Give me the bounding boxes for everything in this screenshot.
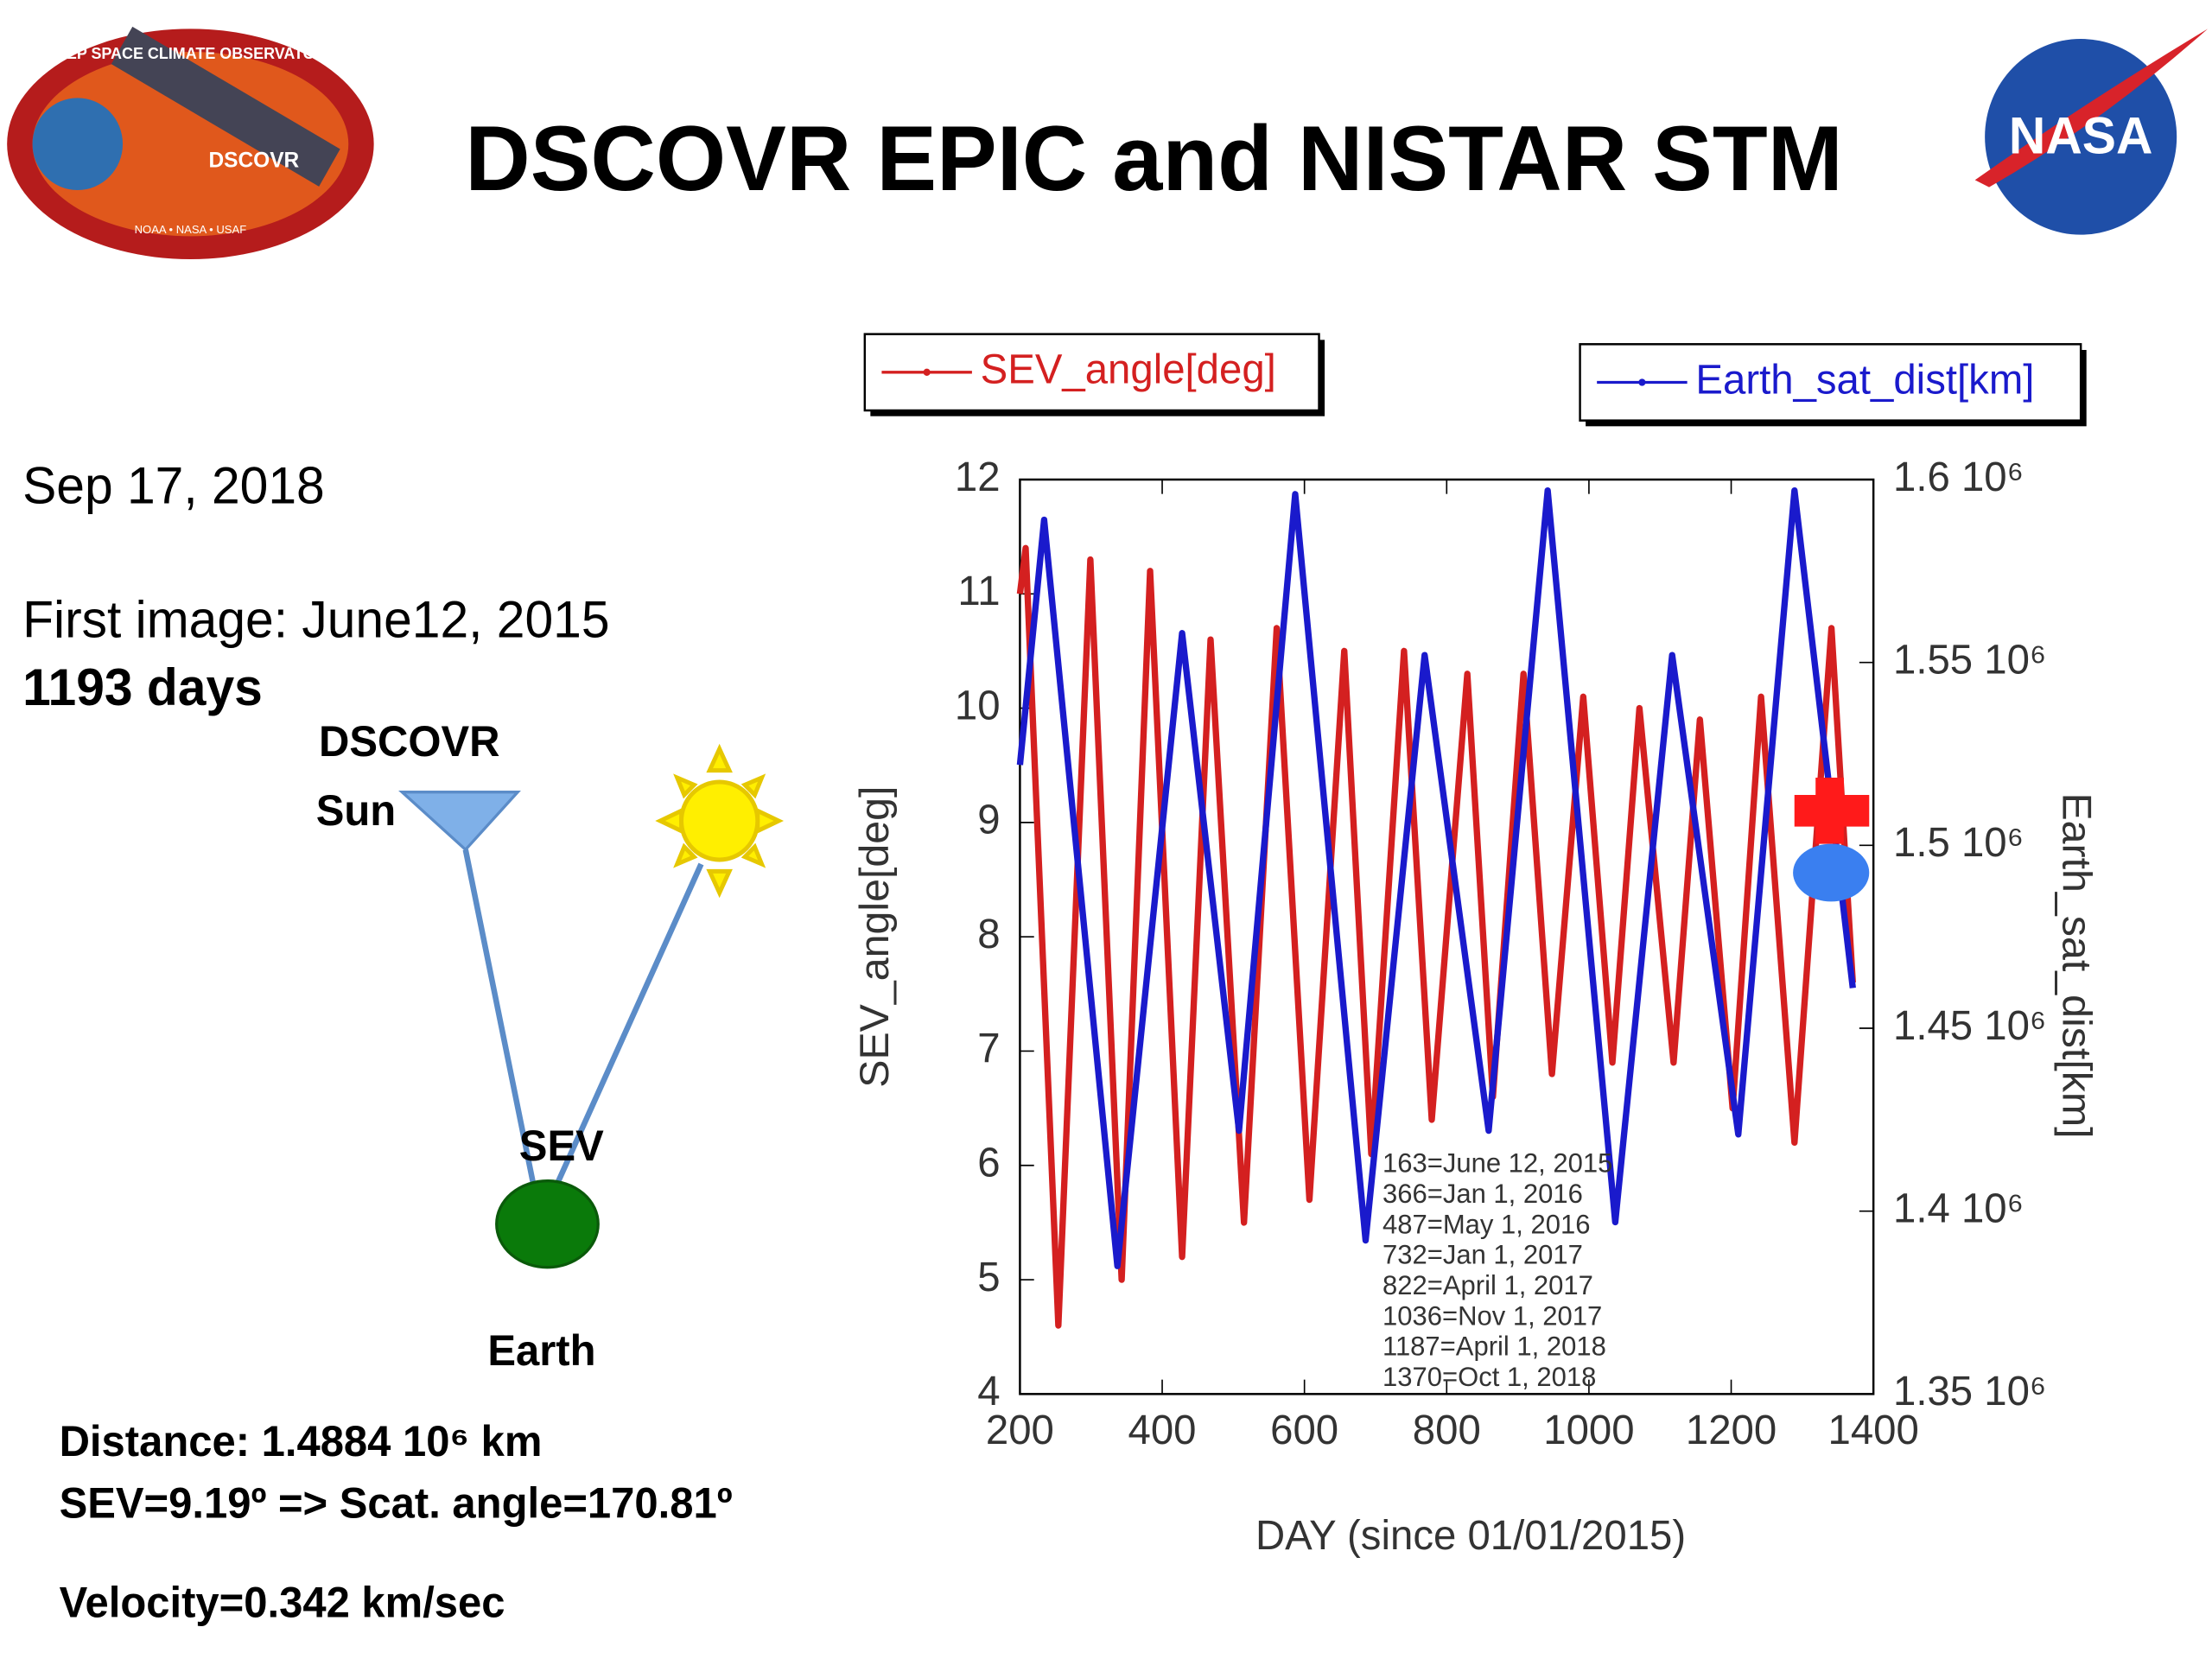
y-tick-label: 12: [955, 454, 1001, 500]
slide-title: DSCOVR EPIC and NISTAR STM: [465, 107, 1842, 210]
nasa-swoosh: [1974, 29, 2209, 188]
distance: Distance: 1.4884 10⁶ km: [60, 1417, 543, 1465]
y-tick-label: 7: [977, 1026, 1000, 1072]
sev-scat: SEV=9.19º => Scat. angle=170.81º: [60, 1479, 733, 1528]
x-tick-label: 1400: [1828, 1408, 1919, 1454]
x-tick-label: 400: [1128, 1408, 1197, 1454]
date: Sep 17, 2018: [22, 456, 325, 515]
legend-marker: [1638, 378, 1646, 386]
first-image: First image: June12, 2015: [22, 590, 609, 649]
sun-line: [554, 862, 704, 1185]
diagram-dscovr: DSCOVR: [319, 717, 500, 766]
y-tick-label: 6: [977, 1140, 1000, 1186]
y2-tick-label: 1.6 10⁶: [1893, 454, 2024, 500]
y-axis-label: SEV_angle[deg]: [852, 786, 897, 1088]
days: 1193 days: [22, 658, 263, 716]
x-tick-label: 1200: [1686, 1408, 1777, 1454]
earth-icon: [495, 1179, 600, 1269]
logo-satellite: [111, 26, 340, 187]
annotation: 822=April 1, 2017: [1382, 1270, 1593, 1300]
y-tick-label: 11: [957, 569, 1000, 615]
y2-tick-label: 1.35 10⁶: [1893, 1369, 2046, 1415]
y-tick-label: 4: [977, 1369, 1000, 1415]
nasa-logo: NASA: [1974, 29, 2209, 235]
y2-tick-label: 1.5 10⁶: [1893, 820, 2024, 867]
y-tick-label: 8: [977, 912, 1000, 958]
chart: 200 400 600 800 1000 1200 1400 4 5 6 7 8 9 10 11 12 1.35…: [852, 333, 2099, 1559]
diagram-sev: SEV: [519, 1122, 604, 1171]
sun-icon: [655, 743, 785, 899]
logo-agencies: NOAA • NASA • USAF: [135, 223, 247, 236]
annotation: 1370=Oct 1, 2018: [1382, 1362, 1596, 1392]
y-tick-label: 9: [977, 797, 1000, 843]
legend-marker: [923, 368, 931, 376]
y2-tick-label: 1.55 10⁶: [1893, 637, 2046, 683]
annotation: 1036=Nov 1, 2017: [1382, 1300, 1602, 1331]
logo-earth: [32, 98, 124, 190]
y2-tick-label: 1.4 10⁶: [1893, 1185, 2024, 1232]
y-tick-label: 5: [977, 1254, 1000, 1300]
sat-line: [462, 849, 537, 1185]
logo-ring-text: DEEP SPACE CLIMATE OBSERVATORY: [45, 45, 336, 62]
annotation: 732=Jan 1, 2017: [1382, 1239, 1583, 1269]
diagram-sun: Sun: [316, 786, 397, 835]
annotation: 487=May 1, 2016: [1382, 1209, 1590, 1239]
x-tick-label: 1000: [1543, 1408, 1634, 1454]
x-tick-label: 200: [986, 1408, 1054, 1454]
logo-name: DSCOVR: [209, 149, 300, 172]
annotation: 1187=April 1, 2018: [1382, 1331, 1606, 1361]
x-tick-label: 800: [1413, 1408, 1481, 1454]
legend-label: Earth_sat_dist[km]: [1695, 357, 2034, 404]
series-line: [1016, 486, 1856, 1269]
x-tick-label: 600: [1270, 1408, 1338, 1454]
x-axis-label: DAY (since 01/01/2015): [1255, 1512, 1686, 1559]
y2-axis-label: Earth_sat_dist[km]: [2054, 792, 2099, 1138]
legend-label: SEV_angle[deg]: [981, 346, 1276, 393]
y-tick-label: 10: [955, 683, 1001, 729]
diagram-earth: Earth: [487, 1326, 595, 1375]
current-dist-marker: [1793, 843, 1870, 902]
dscovr-logo: DEEP SPACE CLIMATE OBSERVATORY DSCOVR NO…: [7, 26, 374, 259]
annotation: 366=Jan 1, 2016: [1382, 1179, 1583, 1209]
y2-tick-label: 1.45 10⁶: [1893, 1002, 2046, 1049]
nasa-text: NASA: [2009, 106, 2153, 165]
satellite-icon: [398, 791, 521, 852]
current-sev-marker: [1794, 778, 1870, 844]
sev-diagram: DSCOVR Sun SEV Earth: [316, 717, 785, 1375]
velocity: Velocity=0.342 km/sec: [60, 1579, 505, 1627]
logo-sun: [32, 52, 349, 237]
annotation: 163=June 12, 2015: [1382, 1147, 1612, 1178]
series-line: [1016, 544, 1856, 1329]
